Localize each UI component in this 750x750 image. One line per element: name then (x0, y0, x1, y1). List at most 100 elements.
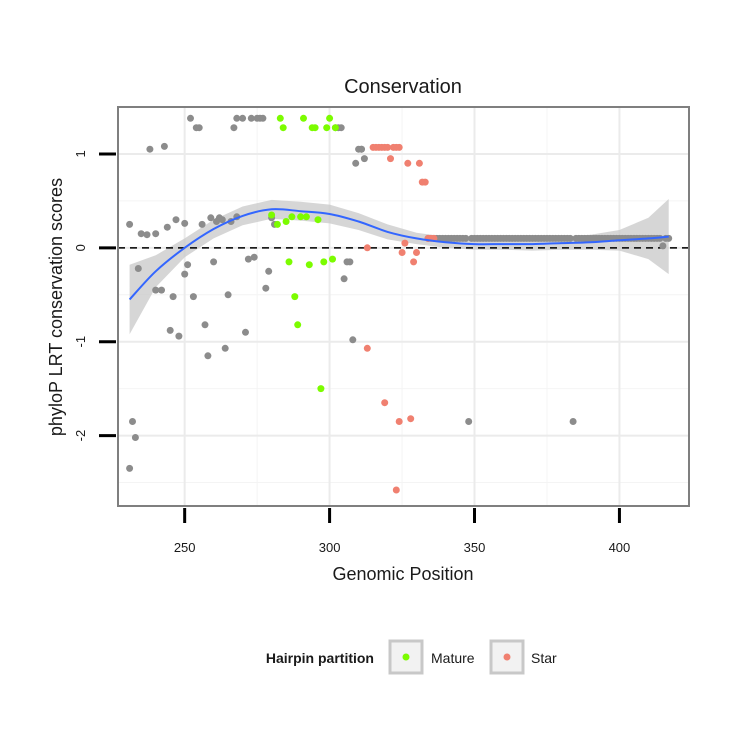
point-other (181, 219, 189, 227)
legend-key-star-box (489, 639, 525, 675)
x-tick-label: 250 (174, 540, 196, 555)
point-other (166, 326, 174, 334)
legend-label-star: Star (531, 650, 557, 666)
point-other (210, 258, 218, 266)
point-mature (279, 124, 287, 132)
smooth-curve (128, 208, 669, 301)
point-other (337, 124, 345, 132)
legend-key-mature-dot (402, 653, 410, 661)
data-points (126, 114, 673, 494)
point-other (204, 352, 212, 360)
point-other (465, 418, 473, 425)
point-other (172, 216, 180, 224)
point-other (163, 223, 171, 231)
point-mature (329, 255, 336, 263)
point-mature (288, 213, 296, 221)
x-tick-label: 300 (319, 540, 341, 555)
point-other (134, 265, 142, 272)
point-mature (285, 258, 293, 266)
point-other (566, 234, 574, 242)
point-other (146, 145, 154, 153)
point-mature (323, 124, 331, 132)
y-tick-label: -1 (73, 336, 88, 348)
point-mature (273, 220, 281, 228)
point-other (218, 216, 226, 224)
legend-label-mature: Mature (431, 650, 475, 666)
point-other (462, 234, 470, 242)
point-other (349, 336, 357, 344)
point-other (201, 321, 209, 329)
y-tick-label: 1 (73, 150, 88, 157)
point-other (169, 293, 177, 301)
point-other (659, 242, 667, 250)
point-other (346, 258, 354, 266)
point-other (175, 332, 183, 340)
point-other (184, 261, 192, 269)
point-star (395, 418, 403, 425)
point-mature (276, 114, 284, 122)
point-mature (300, 114, 307, 122)
point-other (198, 220, 206, 228)
point-other (239, 114, 247, 122)
point-other (195, 124, 203, 132)
point-other (233, 114, 241, 122)
point-other (340, 275, 348, 283)
y-tick-label: -2 (73, 430, 88, 442)
point-other (259, 114, 267, 122)
point-star (395, 143, 403, 151)
point-other (143, 231, 151, 239)
point-other (152, 286, 160, 294)
point-other (187, 114, 194, 122)
legend: Hairpin partition Mature Star (266, 639, 557, 675)
x-tick-label: 400 (609, 540, 631, 555)
point-star (363, 244, 371, 252)
point-other (207, 214, 215, 222)
point-star (415, 159, 423, 167)
point-other (126, 220, 134, 228)
point-star (410, 258, 418, 266)
point-star (398, 249, 406, 256)
point-other (137, 230, 145, 238)
point-mature (291, 293, 299, 301)
point-star (381, 399, 389, 407)
point-mature (326, 114, 334, 122)
point-star (421, 178, 429, 186)
point-mature (297, 213, 305, 221)
point-star (384, 143, 392, 151)
plot-panel-border (117, 106, 690, 507)
y-tick-label: 0 (73, 244, 88, 251)
point-other (230, 124, 238, 132)
point-other (152, 230, 160, 238)
point-other (189, 293, 197, 301)
point-other (221, 344, 229, 352)
point-mature (268, 211, 276, 219)
point-other (352, 159, 360, 167)
point-star (392, 486, 400, 494)
point-other (265, 267, 273, 275)
legend-key-star-dot (503, 653, 511, 661)
point-other (160, 142, 168, 150)
point-mature (294, 321, 302, 329)
point-star (413, 249, 420, 256)
loess-smooth-line (128, 208, 669, 301)
point-other (126, 464, 134, 472)
point-mature (302, 213, 310, 221)
point-other (181, 270, 189, 278)
chart-title: Conservation (344, 76, 462, 98)
x-tick-label: 350 (464, 540, 486, 555)
legend-title: Hairpin partition (266, 650, 374, 666)
point-other (569, 418, 577, 425)
point-other (224, 291, 232, 299)
plot-panel-background (118, 107, 689, 506)
point-mature (305, 261, 313, 269)
point-mature (314, 216, 322, 224)
point-other (358, 145, 365, 153)
point-mature (320, 258, 328, 266)
point-other (244, 255, 252, 263)
point-other (129, 418, 136, 425)
y-axis-label: phyloP LRT conservation scores (46, 178, 66, 436)
point-other (131, 434, 139, 441)
point-star (363, 344, 371, 352)
point-mature (311, 124, 319, 132)
